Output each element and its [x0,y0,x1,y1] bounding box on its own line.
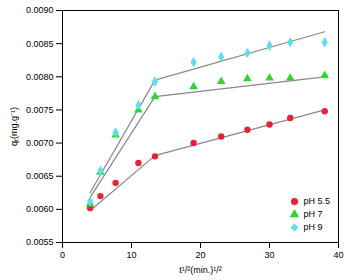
svg-text:0: 0 [60,250,65,260]
svg-text:0.0080: 0.0080 [26,72,54,82]
html-text:pH 9: pH 9 [303,222,323,232]
svg-text:10: 10 [126,250,136,260]
svg-text:20: 20 [195,250,205,260]
svg-text:0.0075: 0.0075 [26,105,54,115]
svg-text:0.0060: 0.0060 [26,204,54,214]
html-text:pH 7: pH 7 [303,209,323,219]
svg-text:40: 40 [333,250,343,260]
svg-text:t¹/²(min.)¹/²: t¹/²(min.)¹/² [179,265,222,275]
svg-text:qₜ(mg.g⁻¹): qₜ(mg.g⁻¹) [9,107,19,146]
svg-text:0.0085: 0.0085 [26,39,54,49]
svg-text:0.0090: 0.0090 [26,5,54,15]
svg-text:30: 30 [264,250,274,260]
svg-text:0.0055: 0.0055 [26,237,54,247]
html-text:pH 5.5: pH 5.5 [303,196,330,206]
svg-text:0.0065: 0.0065 [26,171,54,181]
svg-text:0.0070: 0.0070 [26,138,54,148]
